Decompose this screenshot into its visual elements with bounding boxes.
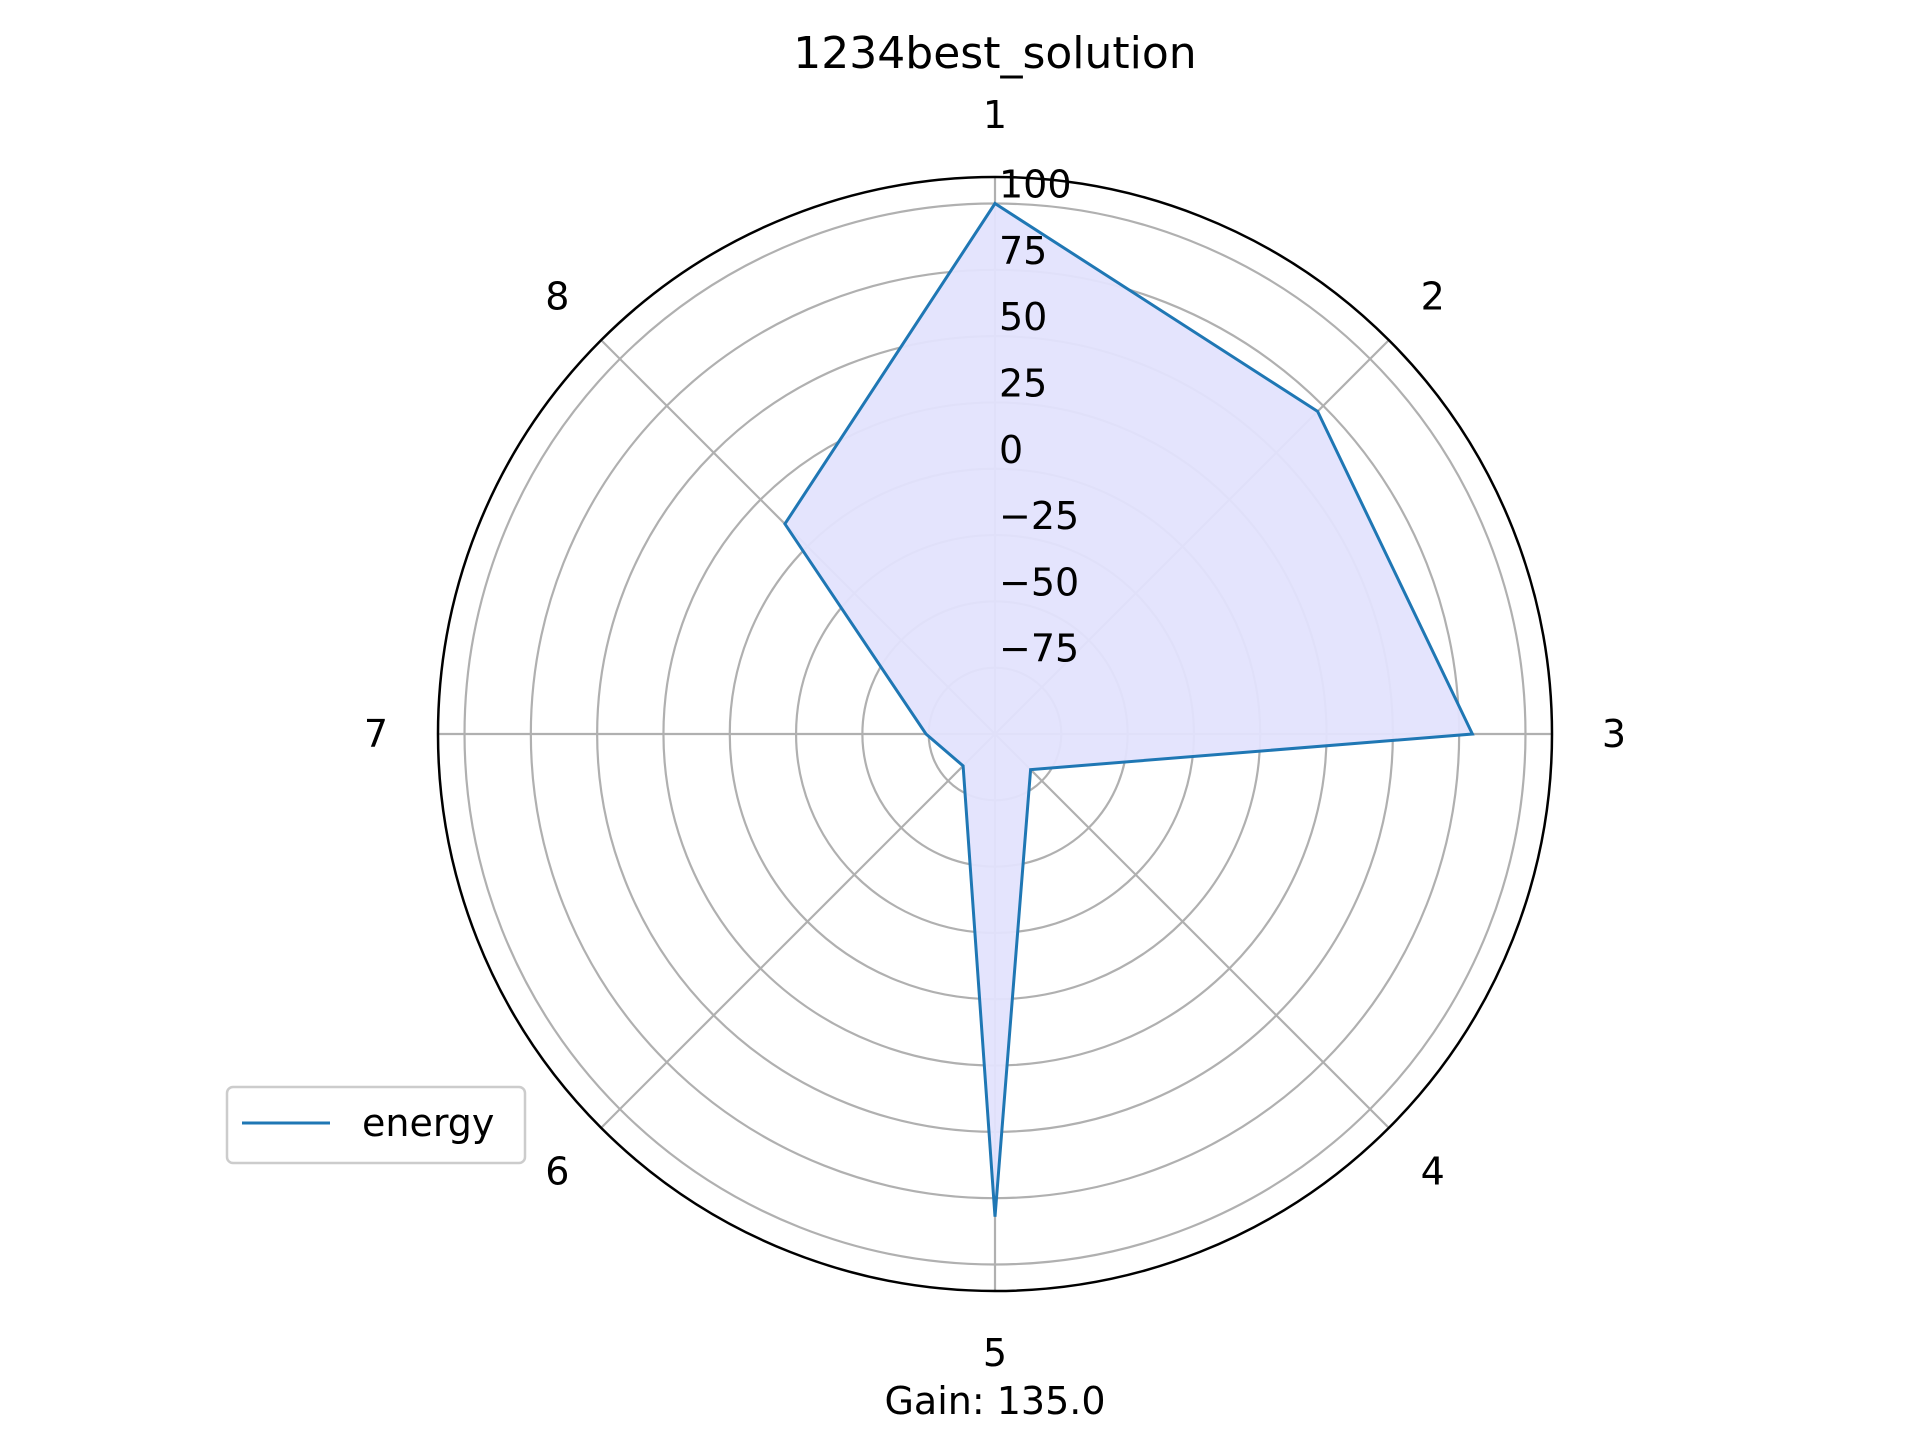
r-tick-label: 75 <box>999 229 1047 273</box>
category-label-2: 2 <box>1421 274 1445 318</box>
radial-tick-labels: −75 −50 −25 0 25 50 75 100 <box>999 163 1079 671</box>
series-fill-energy <box>784 203 1473 1217</box>
category-label-7: 7 <box>364 712 388 756</box>
category-label-3: 3 <box>1602 712 1626 756</box>
r-tick-label: −75 <box>999 627 1079 671</box>
r-tick-label: 0 <box>999 428 1023 472</box>
category-label-8: 8 <box>545 274 569 318</box>
category-label-4: 4 <box>1421 1150 1445 1194</box>
grid-spoke-4 <box>994 733 1390 1129</box>
chart-title: 1234best_solution <box>793 28 1196 79</box>
legend-box <box>225 1085 527 1165</box>
r-tick-label: −25 <box>999 494 1079 538</box>
category-label-5: 5 <box>983 1331 1007 1375</box>
grid-spoke-6 <box>600 733 996 1129</box>
r-tick-label: 50 <box>999 295 1047 339</box>
r-tick-label: 25 <box>999 361 1047 405</box>
outer-circle <box>436 175 1554 1293</box>
r-tick-label: −50 <box>999 560 1079 604</box>
gain-footer: Gain: 135.0 <box>884 1379 1105 1423</box>
category-label-6: 6 <box>545 1150 569 1194</box>
outer-frame <box>436 175 1554 1293</box>
category-label-1: 1 <box>983 93 1007 137</box>
series-layer <box>783 201 1475 1217</box>
legend-label-energy: energy <box>362 1101 494 1145</box>
r-tick-label: 100 <box>999 163 1072 207</box>
legend: energy <box>225 1085 527 1165</box>
category-labels: 1 2 3 4 5 6 7 8 <box>364 93 1626 1375</box>
